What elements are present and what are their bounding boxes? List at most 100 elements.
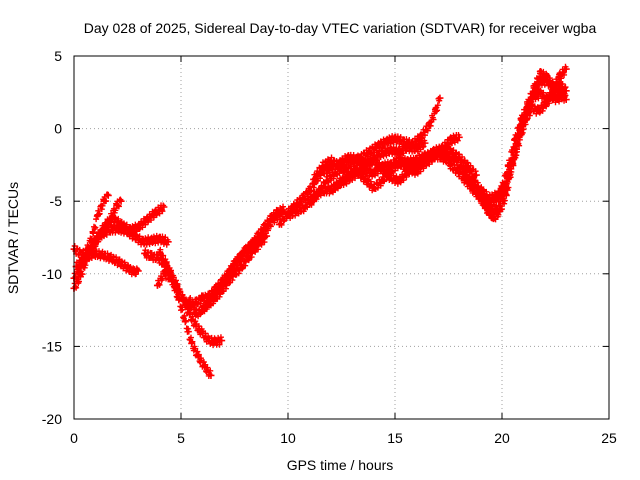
- data-point: [156, 248, 164, 256]
- data-point: [327, 157, 335, 165]
- data-point: [134, 223, 142, 231]
- data-point: [186, 310, 194, 318]
- data-point: [243, 255, 251, 263]
- data-point: [284, 212, 292, 220]
- data-point: [216, 284, 224, 292]
- data-point: [130, 232, 138, 240]
- data-point: [361, 175, 369, 183]
- data-point: [432, 107, 440, 115]
- data-point: [273, 209, 281, 217]
- data-point: [560, 90, 568, 98]
- data-point: [335, 162, 343, 170]
- x-tick-label: 10: [280, 430, 296, 446]
- data-point: [522, 116, 530, 124]
- data-point: [417, 133, 425, 141]
- data-point: [378, 149, 386, 157]
- tick-labels: 0 5 10 15 20 25 -20 -15 -10 -5 0 5: [42, 48, 617, 446]
- data-point: [138, 238, 146, 246]
- data-point: [534, 107, 542, 115]
- data-point: [106, 254, 114, 262]
- y-tick-label: -10: [42, 266, 62, 282]
- data-point: [318, 162, 326, 170]
- data-point: [121, 226, 129, 234]
- y-tick-label: 0: [54, 121, 62, 137]
- data-point: [404, 164, 412, 172]
- data-point: [293, 200, 301, 208]
- data-point: [201, 363, 209, 371]
- series-track-19: [477, 87, 568, 223]
- series-track-15: [327, 131, 463, 196]
- data-point: [222, 276, 230, 284]
- x-tick-label: 15: [387, 430, 403, 446]
- data-point: [549, 82, 557, 90]
- data-point: [141, 249, 149, 257]
- data-point: [370, 184, 378, 192]
- data-point: [248, 241, 256, 249]
- data-point: [89, 229, 97, 237]
- data-point: [198, 306, 206, 314]
- x-tick-label: 0: [70, 430, 78, 446]
- series-track-5: [89, 196, 125, 249]
- data-point: [395, 177, 403, 185]
- data-point: [203, 299, 211, 307]
- data-point: [504, 162, 512, 170]
- data-point: [327, 187, 335, 195]
- data-point: [374, 142, 382, 150]
- chart-title: Day 028 of 2025, Sidereal Day-to-day VTE…: [84, 20, 597, 36]
- data-point: [156, 235, 164, 243]
- data-point: [205, 337, 213, 345]
- data-point: [260, 223, 268, 231]
- data-point: [228, 265, 236, 273]
- data-point: [98, 226, 106, 234]
- data-point: [434, 148, 442, 156]
- data-point: [134, 267, 142, 275]
- data-point: [382, 138, 390, 146]
- data-point: [113, 202, 121, 210]
- data-point: [160, 270, 168, 278]
- data-point: [198, 329, 206, 337]
- data-point: [348, 158, 356, 166]
- data-point: [323, 177, 331, 185]
- data-point: [543, 74, 551, 82]
- data-point: [143, 216, 151, 224]
- series-track-4: [72, 247, 142, 278]
- data-point: [515, 133, 523, 141]
- data-point: [147, 236, 155, 244]
- data-point: [421, 159, 429, 167]
- data-point: [492, 196, 500, 204]
- x-axis-label: GPS time / hours: [287, 457, 394, 473]
- x-tick-label: 20: [494, 430, 510, 446]
- data-point: [241, 247, 249, 255]
- series-track-9: [186, 230, 271, 320]
- data-point: [489, 215, 497, 223]
- data-point: [537, 69, 545, 77]
- data-point: [94, 212, 102, 220]
- grid-lines: [74, 56, 609, 419]
- data-point: [299, 194, 307, 202]
- data-point: [537, 90, 545, 98]
- y-tick-label: -5: [50, 193, 63, 209]
- data-point: [275, 220, 283, 228]
- data-point: [310, 175, 318, 183]
- data-point: [445, 159, 452, 167]
- series-track-13: [305, 94, 444, 208]
- data-point: [314, 190, 322, 198]
- data-point: [89, 241, 97, 249]
- data-point: [181, 318, 189, 326]
- data-point: [528, 104, 536, 112]
- data-point: [365, 148, 373, 156]
- data-point: [192, 322, 200, 330]
- data-point: [556, 72, 564, 80]
- data-point: [305, 200, 313, 208]
- data-point: [477, 194, 485, 202]
- data-point: [459, 170, 467, 178]
- data-point: [395, 148, 403, 156]
- data-point: [89, 249, 97, 257]
- data-point: [442, 151, 450, 159]
- data-point: [378, 177, 386, 185]
- data-point: [194, 353, 202, 361]
- data-point: [370, 170, 378, 178]
- data-point: [211, 338, 219, 346]
- data-point: [179, 296, 187, 304]
- data-point: [237, 264, 245, 272]
